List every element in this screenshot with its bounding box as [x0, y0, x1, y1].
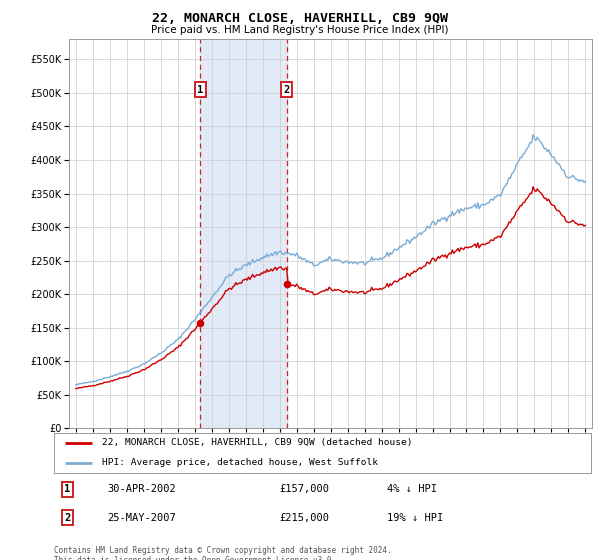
Text: 25-MAY-2007: 25-MAY-2007	[108, 512, 176, 522]
Text: 1: 1	[197, 85, 203, 95]
Bar	[200, 39, 287, 428]
Text: Price paid vs. HM Land Registry's House Price Index (HPI): Price paid vs. HM Land Registry's House …	[151, 25, 449, 35]
Text: 22, MONARCH CLOSE, HAVERHILL, CB9 9QW: 22, MONARCH CLOSE, HAVERHILL, CB9 9QW	[152, 12, 448, 25]
Text: 4% ↓ HPI: 4% ↓ HPI	[387, 484, 437, 494]
Text: HPI: Average price, detached house, West Suffolk: HPI: Average price, detached house, West…	[103, 458, 379, 467]
Text: 2: 2	[284, 85, 290, 95]
Text: Contains HM Land Registry data © Crown copyright and database right 2024.
This d: Contains HM Land Registry data © Crown c…	[54, 546, 392, 560]
Text: 22, MONARCH CLOSE, HAVERHILL, CB9 9QW (detached house): 22, MONARCH CLOSE, HAVERHILL, CB9 9QW (d…	[103, 438, 413, 447]
Text: 2: 2	[64, 512, 71, 522]
Text: £215,000: £215,000	[280, 512, 329, 522]
Text: 1: 1	[64, 484, 71, 494]
Text: £157,000: £157,000	[280, 484, 329, 494]
Text: 30-APR-2002: 30-APR-2002	[108, 484, 176, 494]
Text: 19% ↓ HPI: 19% ↓ HPI	[387, 512, 443, 522]
